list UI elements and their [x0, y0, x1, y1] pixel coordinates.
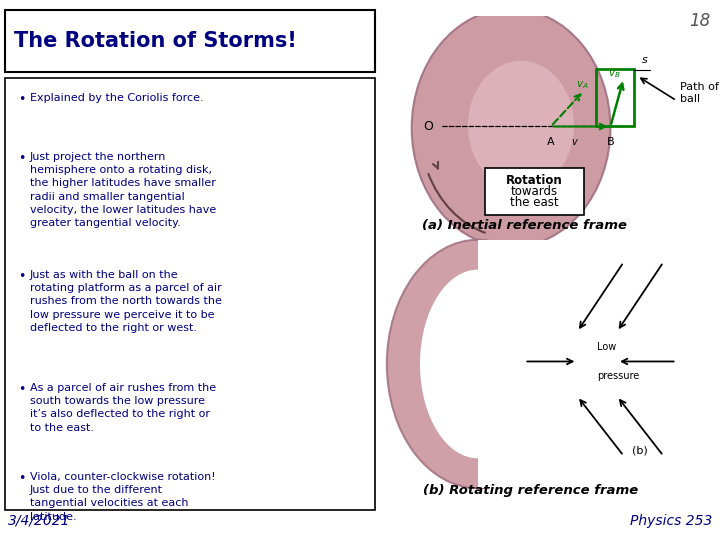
Text: •: •: [18, 472, 25, 485]
Bar: [595, 69, 634, 126]
Text: towards: towards: [510, 185, 558, 198]
Text: $v_A$: $v_A$: [576, 79, 588, 91]
Text: pressure: pressure: [597, 372, 639, 381]
Text: v: v: [571, 137, 577, 147]
Text: The Rotation of Storms!: The Rotation of Storms!: [14, 31, 297, 51]
Text: 18: 18: [689, 12, 710, 30]
Bar: [485, 168, 584, 215]
Text: Viola, counter-clockwise rotation!
Just due to the different
tangential velociti: Viola, counter-clockwise rotation! Just …: [30, 472, 215, 522]
Text: A: A: [547, 137, 554, 147]
Text: •: •: [18, 152, 25, 165]
Bar: [5, 78, 375, 510]
Text: (b) Rotating reference frame: (b) Rotating reference frame: [423, 484, 639, 497]
Text: Low: Low: [597, 341, 616, 352]
Bar: [5, 10, 375, 72]
Text: (a) Inertial reference frame: (a) Inertial reference frame: [422, 219, 627, 232]
Text: (b): (b): [632, 446, 648, 456]
Ellipse shape: [387, 240, 569, 488]
Text: B: B: [607, 137, 614, 147]
Ellipse shape: [468, 61, 574, 190]
Text: •: •: [18, 383, 25, 396]
Text: Explained by the Coriolis force.: Explained by the Coriolis force.: [30, 93, 204, 103]
Text: As a parcel of air rushes from the
south towards the low pressure
it’s also defl: As a parcel of air rushes from the south…: [30, 383, 216, 433]
Text: O: O: [423, 120, 433, 133]
Text: Physics 253: Physics 253: [629, 514, 712, 528]
Ellipse shape: [420, 269, 536, 458]
Text: •: •: [18, 270, 25, 283]
Text: Just project the northern
hemisphere onto a rotating disk,
the higher latitudes : Just project the northern hemisphere ont…: [30, 152, 216, 228]
Text: $v_B$: $v_B$: [608, 68, 621, 79]
Text: s: s: [642, 56, 647, 65]
Bar: [478, 438, 720, 488]
Ellipse shape: [412, 9, 611, 247]
Text: •: •: [18, 93, 25, 106]
Text: Just as with the ball on the
rotating platform as a parcel of air
rushes from th: Just as with the ball on the rotating pl…: [30, 270, 222, 333]
Text: Rotation: Rotation: [506, 174, 562, 187]
Text: the east: the east: [510, 196, 559, 209]
Text: Path of
ball: Path of ball: [680, 83, 719, 104]
Text: 3/4/2021: 3/4/2021: [8, 514, 71, 528]
Bar: [478, 240, 720, 488]
